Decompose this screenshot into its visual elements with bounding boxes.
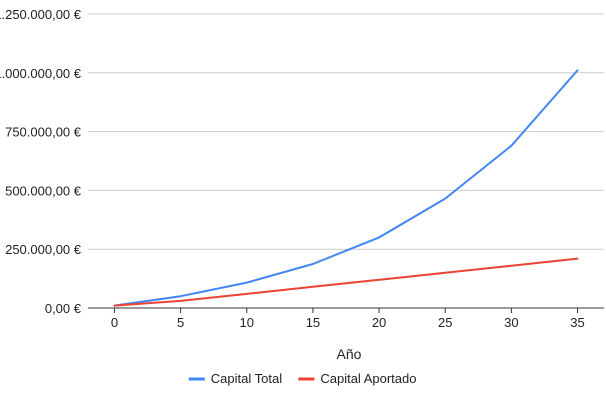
legend: Capital Total Capital Aportado [188,371,416,386]
x-tick-label: 5 [177,315,184,330]
legend-label: Capital Total [211,371,282,386]
x-axis-title: Año [337,346,362,362]
x-tick-label: 20 [372,315,386,330]
y-tick-label: 250.000,00 € [5,242,82,257]
legend-item: Capital Total [188,371,282,386]
y-tick-label: 1.250.000,00 € [0,7,82,22]
series-line-0 [113,69,579,307]
y-tick-label: 0,00 € [45,301,82,316]
x-tick-label: 10 [240,315,254,330]
y-axis-tick-labels: 0,00 € 250.000,00 € 500.000,00 € 750.000,00… [0,7,82,316]
x-axis-ticks: 0 5 10 15 20 25 30 35 [111,308,585,330]
x-tick-label: 0 [111,315,118,330]
y-tick-label: 500.000,00 € [5,183,82,198]
y-tick-label: 750.000,00 € [5,125,82,140]
y-tick-label: 1.000.000,00 € [0,66,82,81]
grid-lines [88,13,604,250]
x-tick-label: 25 [438,315,452,330]
legend-item: Capital Aportado [298,371,416,386]
series-line-1 [113,257,579,307]
legend-label: Capital Aportado [320,371,416,386]
x-tick-label: 35 [570,315,584,330]
x-tick-label: 30 [504,315,518,330]
x-tick-label: 15 [306,315,320,330]
series-lines [113,69,579,307]
